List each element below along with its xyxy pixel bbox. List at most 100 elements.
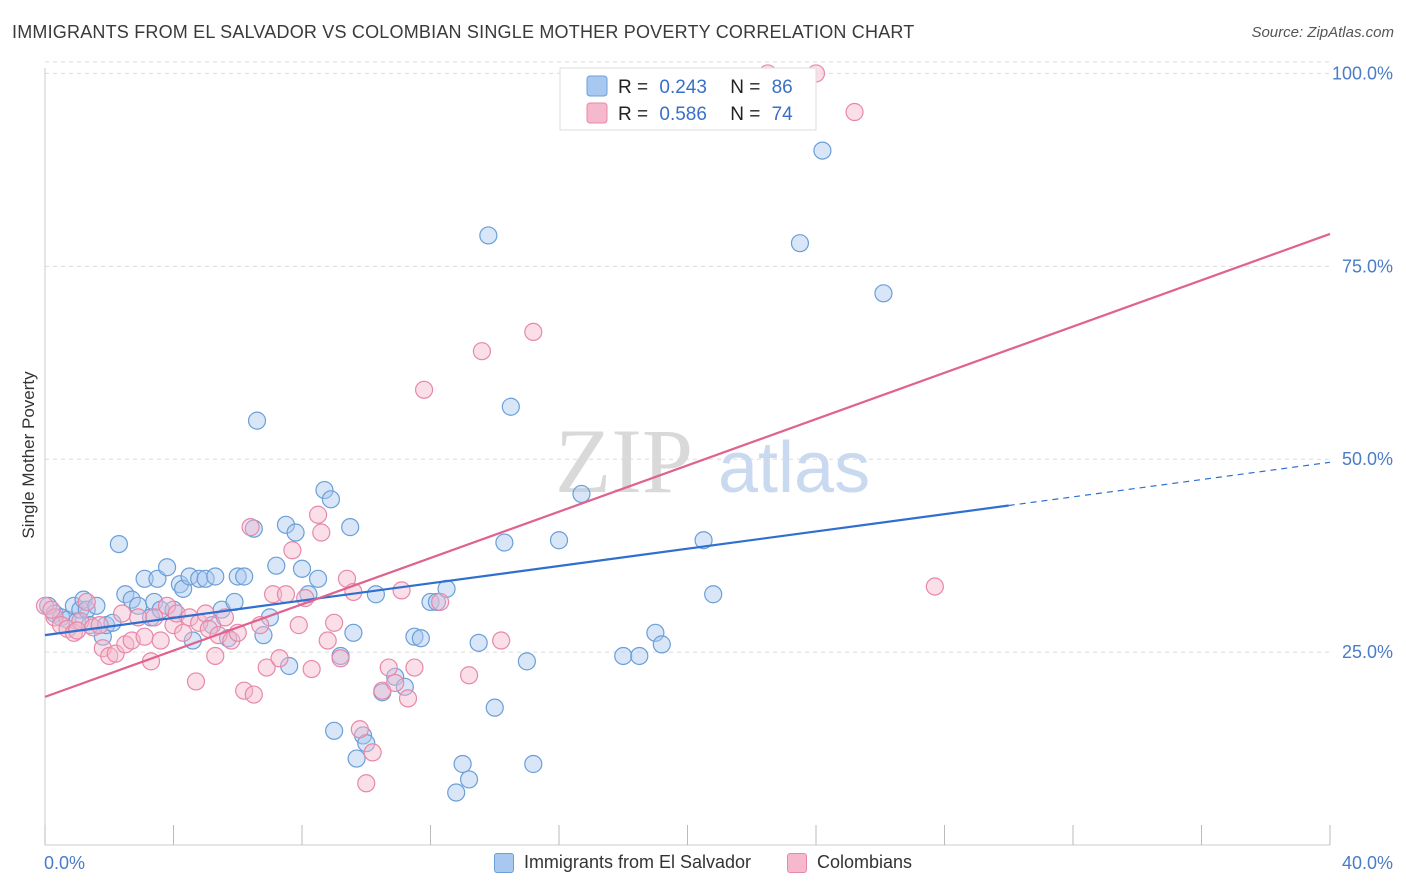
el-salvador-point-71[interactable] — [479, 226, 498, 245]
colombians-point-46[interactable] — [308, 505, 328, 524]
el-salvador-point-70[interactable] — [469, 633, 488, 652]
el-salvador-point-75[interactable] — [517, 652, 536, 671]
el-salvador-point-67[interactable] — [447, 783, 466, 802]
el-salvador-point-49[interactable] — [315, 480, 334, 500]
colombians-point-40[interactable] — [270, 649, 289, 668]
el-salvador-point-39[interactable] — [247, 411, 267, 430]
colombians-point-66[interactable] — [492, 631, 511, 650]
colombians-point-67[interactable] — [524, 322, 543, 342]
colombians-point-45[interactable] — [302, 659, 321, 679]
colombians-point-31[interactable] — [215, 608, 234, 627]
colombians-point-35[interactable] — [241, 518, 260, 537]
colombians-point-42[interactable] — [283, 541, 302, 560]
colombians-point-47[interactable] — [312, 523, 331, 542]
colombians-point-38[interactable] — [257, 658, 276, 677]
colombians-point-71[interactable] — [925, 577, 944, 596]
colombians-point-39[interactable] — [263, 585, 283, 604]
colombians-point-43[interactable] — [289, 616, 308, 635]
legend-item-colombians[interactable]: Colombians — [787, 852, 912, 873]
el-salvador-point-54[interactable] — [344, 623, 363, 642]
colombians-point-11[interactable] — [106, 644, 125, 663]
colombians-point-20[interactable] — [157, 596, 177, 615]
colombians-point-70[interactable] — [845, 102, 864, 122]
el-salvador-point-85[interactable] — [790, 234, 810, 253]
el-salvador-point-62[interactable] — [405, 627, 424, 646]
colombians-point-53[interactable] — [350, 720, 369, 739]
el-salvador-point-76[interactable] — [524, 754, 543, 774]
el-salvador-point-32[interactable] — [206, 567, 225, 586]
colombians-point-23[interactable] — [174, 623, 193, 642]
colombians-point-19[interactable] — [151, 631, 170, 650]
el-salvador-point-73[interactable] — [495, 533, 514, 552]
el-salvador-point-45[interactable] — [286, 523, 305, 542]
legend-n-value-1: 74 — [772, 104, 794, 125]
colombians-point-59[interactable] — [392, 581, 411, 600]
colombians-point-29[interactable] — [206, 646, 225, 666]
el-salvador-point-29[interactable] — [190, 569, 209, 588]
el-salvador-point-43[interactable] — [276, 515, 296, 534]
el-salvador-point-63[interactable] — [411, 629, 430, 648]
colombians-point-8[interactable] — [90, 616, 109, 635]
el-salvador-point-37[interactable] — [235, 567, 254, 586]
el-salvador-point-44[interactable] — [280, 656, 299, 676]
colombians-point-65[interactable] — [472, 342, 491, 361]
el-salvador-point-64[interactable] — [421, 592, 440, 612]
colombians-point-36[interactable] — [244, 685, 263, 704]
colombians-point-64[interactable] — [459, 666, 479, 685]
el-salvador-point-84[interactable] — [704, 585, 723, 604]
svg-text:R = 0.586 N =: R = 0.586 N = 74 — [618, 104, 793, 125]
el-salvador-point-50[interactable] — [321, 490, 341, 509]
el-salvador-point-68[interactable] — [453, 754, 472, 774]
el-salvador-point-86[interactable] — [813, 141, 832, 160]
el-salvador-point-10[interactable] — [87, 596, 106, 615]
colombians-point-16[interactable] — [135, 627, 154, 646]
el-salvador-point-83[interactable] — [694, 531, 713, 550]
el-salvador-point-51[interactable] — [325, 721, 344, 740]
colombians-point-60[interactable] — [398, 689, 418, 708]
colombians-point-55[interactable] — [363, 743, 382, 762]
legend-item-el-salvador[interactable]: Immigrants from El Salvador — [493, 852, 751, 873]
el-salvador-point-61[interactable] — [395, 677, 414, 696]
el-salvador-point-40[interactable] — [254, 626, 273, 645]
el-salvador-point-79[interactable] — [614, 646, 633, 666]
el-salvador-point-48[interactable] — [308, 569, 328, 588]
el-salvador-point-23[interactable] — [157, 558, 177, 577]
el-salvador-point-69[interactable] — [459, 770, 479, 789]
el-salvador-point-74[interactable] — [501, 397, 520, 416]
el-salvador-point-18[interactable] — [135, 569, 154, 588]
el-salvador-point-80[interactable] — [630, 646, 649, 666]
el-salvador-point-42[interactable] — [267, 556, 286, 575]
el-salvador-point-53[interactable] — [341, 518, 360, 537]
el-salvador-point-46[interactable] — [292, 559, 312, 578]
el-salvador-point-87[interactable] — [874, 284, 893, 303]
el-salvador-point-55[interactable] — [347, 749, 366, 768]
el-salvador-point-72[interactable] — [485, 698, 504, 717]
el-salvador-point-34[interactable] — [219, 629, 238, 648]
colombians-point-25[interactable] — [186, 672, 206, 691]
el-salvador-point-14[interactable] — [109, 534, 128, 554]
el-salvador-point-41[interactable] — [260, 608, 279, 627]
x-tick-label-0: 0.0% — [44, 853, 85, 873]
colombians-point-61[interactable] — [405, 658, 424, 677]
el-salvador-point-77[interactable] — [549, 531, 569, 550]
colombians-point-21[interactable] — [164, 616, 183, 635]
colombians-point-34[interactable] — [235, 681, 254, 700]
colombians-point-49[interactable] — [325, 613, 344, 632]
el-salvador-point-58[interactable] — [366, 585, 385, 604]
colombians-point-62[interactable] — [414, 380, 434, 399]
colombians-point-6[interactable] — [77, 592, 96, 612]
colombians-point-50[interactable] — [331, 649, 350, 668]
colombians-point-48[interactable] — [318, 631, 337, 650]
el-salvador-point-78[interactable] — [572, 484, 591, 504]
colombians-point-41[interactable] — [276, 585, 296, 604]
colombians-point-63[interactable] — [431, 592, 450, 612]
el-salvador-point-36[interactable] — [228, 567, 247, 586]
el-salvador-point-82[interactable] — [652, 635, 671, 654]
colombians-point-72[interactable] — [42, 600, 61, 619]
el-salvador-point-8[interactable] — [77, 600, 96, 619]
colombians-point-57[interactable] — [379, 658, 398, 677]
colombians-point-58[interactable] — [386, 673, 405, 693]
colombians-point-54[interactable] — [357, 774, 376, 793]
el-salvador-point-81[interactable] — [646, 623, 665, 642]
colombians-point-12[interactable] — [112, 604, 132, 623]
